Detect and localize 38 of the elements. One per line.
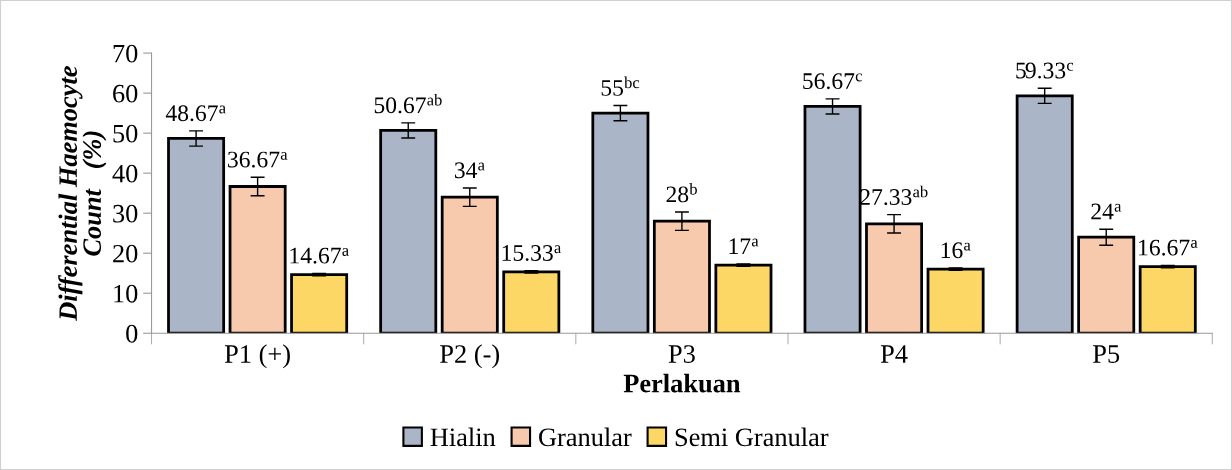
data-label: 48.67$^{a}$	[165, 105, 226, 122]
bar	[714, 263, 773, 334]
data-label: 59.33$^{c}$	[1016, 62, 1074, 79]
bar	[1138, 265, 1197, 334]
data-label: 16.67$^{a}$	[1139, 239, 1198, 256]
data-label: 15.33$^{a}$	[502, 245, 562, 261]
data-label: 28$^{b}$	[666, 183, 697, 203]
y-tick-label: 10	[114, 284, 138, 303]
x-tick-label: P4	[880, 345, 908, 363]
data-label: 56.67$^{c}$	[803, 73, 862, 90]
y-tick-label: 70	[113, 44, 138, 63]
legend-label: Semi Granular	[675, 427, 829, 447]
data-label: 55$^{bc}$	[601, 76, 640, 96]
y-tick-label: 0	[126, 324, 138, 343]
y-tick-label: 40	[112, 164, 138, 183]
y-tick-label: 50	[113, 124, 138, 143]
bar	[502, 270, 561, 334]
x-tick-label: P2 (-)	[440, 344, 500, 369]
y-axis-title: Differential Haemocyte Count (%)	[58, 66, 107, 322]
legend-label: Hialin	[430, 427, 496, 447]
bar	[290, 273, 349, 334]
data-label: 50.67$^{ab}$	[374, 93, 442, 114]
data-label: 17$^{a}$	[729, 238, 759, 254]
data-label: 24$^{a}$	[1091, 203, 1122, 220]
data-label: 34$^{a}$	[454, 162, 485, 179]
x-tick-label: P1 (+)	[224, 344, 290, 369]
y-tick-label: 30	[113, 204, 138, 223]
x-tick-label: P3	[668, 345, 695, 363]
y-tick-label: 20	[113, 244, 138, 263]
data-label: 14.67$^{a}$	[290, 247, 349, 264]
data-label: 36.67$^{a}$	[228, 151, 288, 168]
x-tick-label: P5	[1093, 345, 1120, 363]
x-axis-title: Perlakuan	[623, 373, 741, 393]
data-label: 16$^{a}$	[941, 242, 971, 259]
data-label: 27.33$^{ab}$	[860, 185, 928, 206]
legend-label: Granular	[539, 427, 632, 447]
bar	[926, 267, 985, 334]
y-tick-label: 60	[113, 84, 138, 103]
